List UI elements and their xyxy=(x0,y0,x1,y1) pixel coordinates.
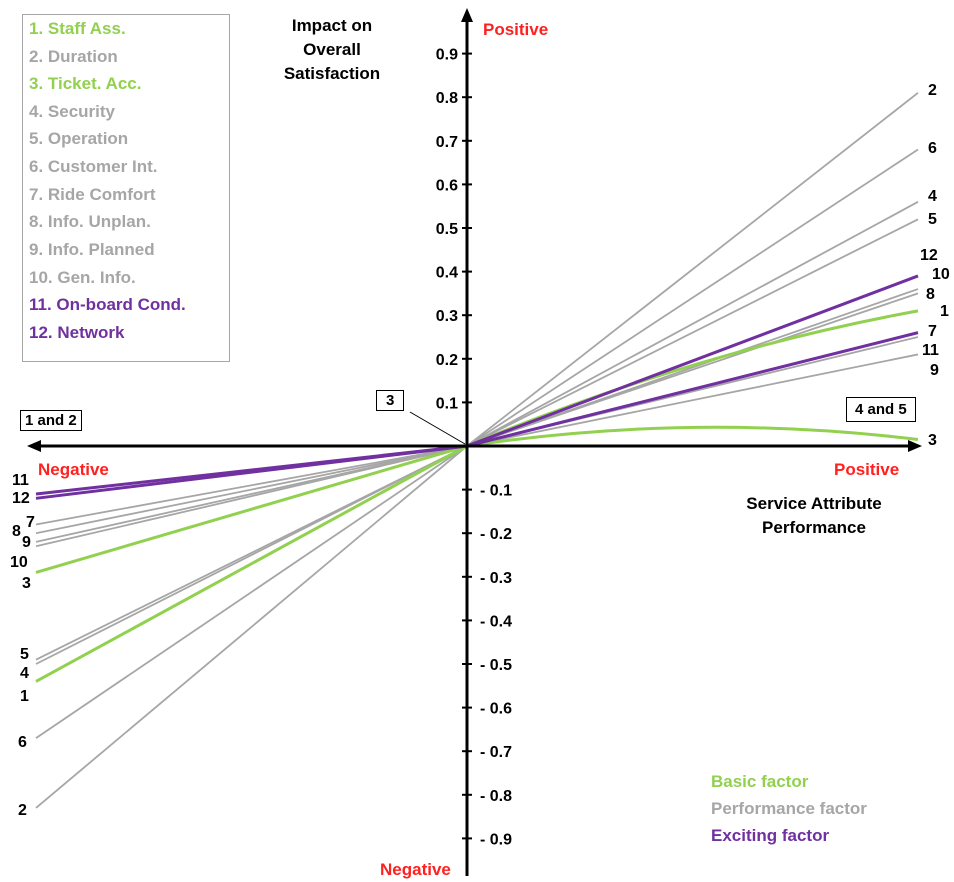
y-tick-label: - 0.3 xyxy=(480,570,512,587)
y-positive-label: Positive xyxy=(483,20,549,39)
legend-item-gen-info: 10. Gen. Info. xyxy=(29,268,136,287)
series-line-negative-2 xyxy=(35,445,468,809)
x-axis-left-arrow xyxy=(27,440,41,452)
right-end-label: 2 xyxy=(928,82,937,99)
y-tick-label: - 0.7 xyxy=(480,744,512,761)
right-end-label: 5 xyxy=(928,211,937,228)
y-negative-label: Negative xyxy=(380,860,451,879)
left-end-label: 9 xyxy=(22,534,31,551)
x-axis-right-arrow xyxy=(908,440,922,452)
series-line-positive-3 xyxy=(466,425,919,448)
y-tick-label: 0.3 xyxy=(436,308,458,325)
legend-item-network: 12. Network xyxy=(29,323,125,342)
annotation-4-and-5: 4 and 5 xyxy=(846,397,916,422)
legend-item-on-board-cond: 11. On-board Cond. xyxy=(29,295,186,314)
legend-item-operation: 5. Operation xyxy=(29,129,129,148)
factor-legend-basic: Basic factor xyxy=(711,772,809,791)
left-end-label: 2 xyxy=(18,802,27,819)
left-end-label: 4 xyxy=(20,665,29,682)
series-line-negative-8 xyxy=(35,445,468,535)
left-end-label: 6 xyxy=(18,734,27,751)
right-end-label: 12 xyxy=(920,247,938,264)
y-tick-label: 0.2 xyxy=(436,352,458,369)
series-line-positive-5 xyxy=(466,218,919,447)
series-line-positive-2 xyxy=(466,92,919,447)
right-end-label: 11 xyxy=(922,342,939,359)
x-axis-title: Service Attribute Performance xyxy=(746,494,882,537)
right-end-label: 8 xyxy=(926,286,935,303)
y-tick-label: - 0.5 xyxy=(480,657,512,674)
series-line-positive-9 xyxy=(466,353,919,447)
legend-item-staff-ass: 1. Staff Ass. xyxy=(29,19,126,38)
y-tick-label: 0.7 xyxy=(436,134,458,151)
series-line-negative-10 xyxy=(35,445,468,548)
series-line-positive-1 xyxy=(466,309,919,448)
series-line-positive-11 xyxy=(466,331,919,448)
annotation-3: 3 xyxy=(376,390,405,411)
y-axis-title: Impact on Overall Satisfaction xyxy=(283,16,381,83)
y-tick-label: - 0.6 xyxy=(480,701,512,718)
annotation-1-and-2: 1 and 2 xyxy=(20,410,82,431)
series-line-positive-4 xyxy=(466,201,919,447)
y-tick-label: - 0.9 xyxy=(480,831,512,848)
right-end-label: 3 xyxy=(928,432,937,449)
right-end-label: 7 xyxy=(928,323,937,340)
legend-item-ticket-acc: 3. Ticket. Acc. xyxy=(29,74,142,93)
series-line-negative-12 xyxy=(35,444,468,500)
right-end-label: 1 xyxy=(940,303,949,320)
legend-item-info-unplan: 8. Info. Unplan. xyxy=(29,212,151,231)
left-end-label: 12 xyxy=(12,490,30,507)
right-end-label: 4 xyxy=(928,188,937,205)
series-line-negative-6 xyxy=(35,445,468,739)
left-end-label: 11 xyxy=(12,472,29,489)
x-negative-label: Negative xyxy=(38,460,109,479)
series-line-positive-10 xyxy=(466,288,919,447)
legend-item-info-planned: 9. Info. Planned xyxy=(29,240,155,259)
right-end-label: 9 xyxy=(930,362,939,379)
y-tick-label: 0.1 xyxy=(436,395,458,412)
left-end-label: 5 xyxy=(20,646,29,663)
left-end-label: 8 xyxy=(12,523,21,540)
legend-item-customer-int: 6. Customer Int. xyxy=(29,157,158,176)
factor-legend-performance: Performance factor xyxy=(711,799,867,818)
y-axis-top-arrow xyxy=(461,8,473,22)
series-line-positive-6 xyxy=(466,148,919,447)
left-end-label: 1 xyxy=(20,688,29,705)
series-line-negative-1 xyxy=(35,444,468,683)
series-line-negative-3 xyxy=(35,444,468,574)
left-end-label: 10 xyxy=(10,554,28,571)
factor-legend-exciting: Exciting factor xyxy=(711,826,830,845)
y-ticks: 0.9 0.8 0.7 0.6 0.5 0.4 0.3 0.2 0.1 - 0.1 - 0.2 - 0… xyxy=(436,47,512,849)
annotation-3-pointer xyxy=(409,411,466,445)
y-tick-label: 0.8 xyxy=(436,90,458,107)
x-positive-label: Positive xyxy=(834,460,900,479)
right-end-label: 6 xyxy=(928,140,937,157)
axes xyxy=(27,8,922,876)
legend-item-ride-comfort: 7. Ride Comfort xyxy=(29,185,156,204)
legend-box: 1. Staff Ass. 2. Duration 3. Ticket. Acc… xyxy=(22,14,230,362)
left-end-label: 3 xyxy=(22,575,31,592)
y-tick-label: - 0.8 xyxy=(480,788,512,805)
y-tick-label: 0.4 xyxy=(436,265,458,282)
legend-item-duration: 2. Duration xyxy=(29,47,118,66)
series-line-negative-5 xyxy=(35,445,468,661)
right-end-label: 10 xyxy=(932,266,950,283)
y-tick-label: 0.9 xyxy=(436,47,458,64)
legend-item-security: 4. Security xyxy=(29,102,115,121)
series-line-positive-12 xyxy=(466,274,919,448)
y-tick-label: 0.5 xyxy=(436,221,458,238)
y-tick-label: - 0.1 xyxy=(480,483,512,500)
series-lines xyxy=(35,92,919,809)
y-tick-label: 0.6 xyxy=(436,177,458,194)
series-line-negative-7 xyxy=(35,445,468,526)
y-tick-label: - 0.4 xyxy=(480,613,512,630)
left-end-label: 7 xyxy=(26,514,35,531)
y-tick-label: - 0.2 xyxy=(480,526,512,543)
